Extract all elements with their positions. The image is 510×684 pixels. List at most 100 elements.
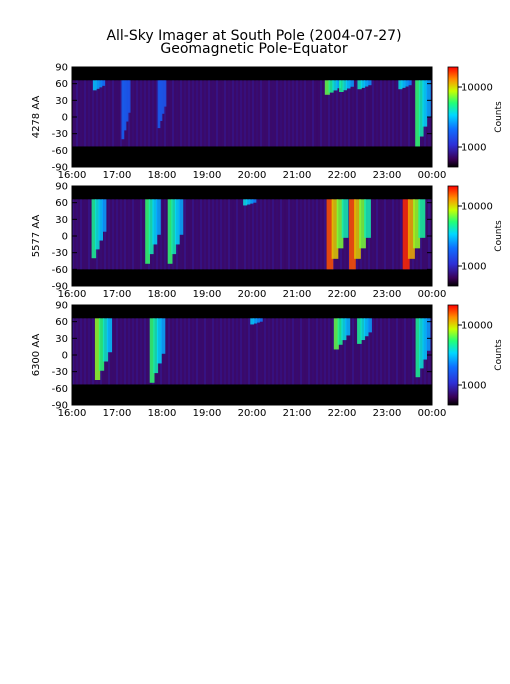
x-tick-label: 00:00	[418, 408, 447, 419]
colorbar-tick-label: 10000	[461, 321, 493, 332]
aurora-strip	[422, 80, 428, 127]
aurora-strip	[161, 80, 165, 114]
texture-strip	[324, 80, 326, 147]
texture-strip	[188, 318, 190, 385]
y-tick-label: 0	[62, 113, 68, 124]
y-tick-label: 60	[55, 317, 68, 328]
texture-strip	[324, 199, 326, 270]
aurora-strip	[94, 318, 101, 380]
texture-strip	[168, 318, 170, 385]
texture-strip	[328, 80, 330, 147]
texture-strip	[260, 318, 262, 385]
texture-strip	[408, 318, 410, 385]
texture-strip	[196, 80, 198, 147]
texture-strip	[204, 318, 206, 385]
aurora-strip	[349, 80, 354, 87]
aurora-event	[357, 80, 372, 90]
aurora-strip	[339, 80, 344, 92]
texture-strip	[384, 80, 386, 147]
texture-strip	[380, 318, 382, 385]
texture-strip	[212, 199, 214, 270]
aurora-strip	[341, 199, 349, 238]
texture-strip	[244, 80, 246, 147]
texture-strip	[72, 318, 74, 385]
x-tick-label: 16:00	[58, 170, 87, 181]
texture-strip	[176, 80, 178, 147]
x-tick-label: 00:00	[418, 170, 447, 181]
texture-strip	[256, 318, 258, 385]
texture-strip	[288, 318, 290, 385]
chart-subtitle: Geomagnetic Pole-Equator	[160, 41, 347, 57]
texture-strip	[272, 80, 274, 147]
aurora-strip	[402, 199, 410, 270]
aurora-strip	[331, 199, 339, 259]
aurora-strip	[92, 80, 97, 91]
aurora-strip	[152, 199, 158, 245]
y-tick-label: -90	[52, 282, 68, 293]
texture-strip	[208, 80, 210, 147]
texture-strip	[372, 80, 374, 147]
texture-strip	[372, 318, 374, 385]
x-tick-label: 21:00	[283, 289, 312, 300]
texture-strip	[264, 318, 266, 385]
texture-strip	[228, 199, 230, 270]
texture-strip	[128, 80, 130, 147]
aurora-event	[91, 199, 107, 259]
texture-strip	[72, 80, 74, 147]
texture-strip	[224, 80, 226, 147]
x-tick-label: 17:00	[103, 170, 132, 181]
x-tick-label: 18:00	[148, 289, 177, 300]
texture-strip	[344, 80, 346, 147]
texture-strip	[348, 318, 350, 385]
aurora-strip	[95, 199, 100, 250]
texture-strip	[320, 318, 322, 385]
texture-strip	[408, 80, 410, 147]
colorbar-tick-label: 10000	[461, 202, 493, 213]
texture-strip	[236, 80, 238, 147]
texture-strip	[280, 199, 282, 270]
texture-strip	[196, 199, 198, 270]
texture-strip	[252, 80, 254, 147]
texture-strip	[220, 318, 222, 385]
texture-strip	[224, 318, 226, 385]
texture-strip	[164, 80, 166, 147]
texture-strip	[236, 318, 238, 385]
texture-strip	[268, 80, 270, 147]
aurora-strip	[123, 80, 127, 131]
aurora-strip	[425, 318, 431, 351]
aurora-strip	[326, 199, 334, 270]
y-tick-label: -30	[52, 129, 68, 140]
texture-strip	[400, 199, 402, 270]
aurora-strip	[156, 318, 162, 364]
texture-strip	[272, 199, 274, 270]
x-tick-label: 23:00	[373, 170, 402, 181]
texture-strip	[356, 318, 358, 385]
texture-strip	[336, 80, 338, 147]
x-tick-label: 20:00	[238, 289, 267, 300]
texture-strip	[236, 199, 238, 270]
texture-strip	[352, 318, 354, 385]
texture-strip	[204, 80, 206, 147]
texture-strip	[340, 318, 342, 385]
texture-strip	[148, 318, 150, 385]
valid-band	[72, 199, 432, 270]
aurora-strip	[349, 199, 356, 270]
y-tick-label: 90	[55, 301, 68, 312]
aurora-strip	[418, 199, 426, 238]
aurora-strip	[98, 318, 105, 371]
texture-strip	[192, 80, 194, 147]
texture-strip	[228, 318, 230, 385]
aurora-strip	[401, 80, 406, 88]
texture-strip	[296, 318, 298, 385]
x-tick-label: 19:00	[193, 170, 222, 181]
texture-strip	[160, 199, 162, 270]
texture-strip	[72, 199, 74, 270]
y-tick-label: 90	[55, 182, 68, 193]
aurora-event	[324, 80, 342, 95]
aurora-strip	[332, 80, 338, 91]
aurora-strip	[398, 80, 403, 90]
x-tick-label: 22:00	[328, 170, 357, 181]
aurora-strip	[426, 80, 431, 117]
aurora-event	[167, 199, 184, 264]
texture-strip	[348, 199, 350, 270]
